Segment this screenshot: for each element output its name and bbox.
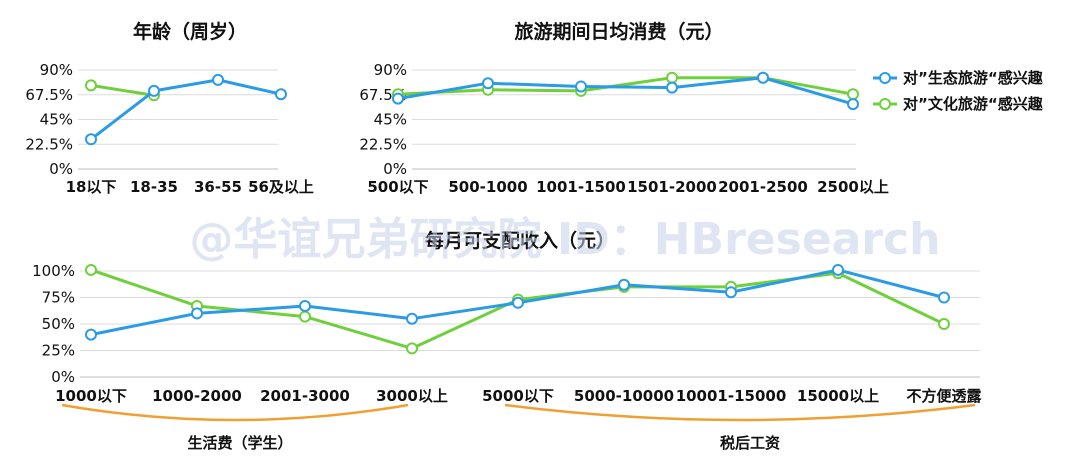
age-ytick-0: 0%	[49, 160, 73, 178]
income-xtick-1: 1000-2000	[152, 387, 242, 405]
income-xtick-2: 2001-3000	[260, 387, 350, 405]
income-series-1-point-2	[299, 310, 311, 323]
spending-series-0-point-0	[392, 92, 404, 105]
watermark: @华谊兄弟研究院 ID：HBresearch	[190, 214, 941, 265]
income-series-0-point-3	[406, 312, 418, 325]
income-ytick-2: 50%	[42, 315, 75, 333]
income-ytick-0: 0%	[51, 368, 75, 386]
income-series-0-point-1	[191, 307, 203, 320]
income-chart: 0% 25% 50% 75% 100% 1000以下 1000-2000 2001-3000 3…	[32, 262, 982, 405]
spending-xtick-0: 500以下	[367, 178, 428, 196]
age-series-0-point-3	[275, 88, 287, 101]
spending-chart: 0%22.5%45%67.5%90%500以下 500-1000 1001-1500…	[359, 61, 889, 196]
brace-label-living-expense: 生活费（学生）	[187, 434, 292, 452]
income-xtick-7: 15000以上	[797, 387, 879, 405]
legend-label-culturaltourism: 对”文化旅游“感兴趣	[903, 95, 1044, 113]
spending-ytick-1: 22.5%	[359, 135, 407, 153]
age-series-0-point-1	[148, 84, 160, 97]
spending-xtick-3: 1501-2000	[627, 178, 717, 196]
spending-chart-title: 旅游期间日均消费（元）	[514, 20, 723, 43]
income-series-0-point-4	[512, 296, 524, 309]
age-xtick-1: 18-35	[130, 178, 178, 196]
spending-ytick-2: 45%	[374, 111, 407, 129]
income-series-0-point-6	[725, 286, 737, 299]
income-series-1-point-3	[406, 342, 418, 355]
income-xtick-5: 5000-10000	[574, 387, 674, 405]
income-series-1-point-8	[938, 318, 950, 330]
age-ytick-4: 90%	[40, 61, 73, 79]
spending-ytick-4: 90%	[374, 61, 407, 79]
brace-label-after-tax-salary: 税后工资	[720, 434, 780, 452]
spending-series-0-point-3	[666, 81, 678, 94]
spending-series-line-1	[397, 76, 854, 96]
income-series-0-point-5	[618, 278, 630, 291]
age-chart: 0% 22.5% 45% 67.5% 90% 18以下 18-35 36-55 56及以上	[25, 61, 314, 196]
income-xtick-4: 5000以下	[482, 387, 554, 405]
income-series-0-point-7	[832, 263, 844, 276]
age-chart-title: 年龄（周岁）	[133, 20, 247, 43]
spending-series-0-point-4	[757, 71, 769, 84]
age-xtick-2: 36-55	[194, 178, 242, 196]
income-xtick-3: 3000以上	[376, 387, 448, 405]
age-xtick-0: 18以下	[66, 178, 117, 196]
spending-xtick-4: 2001-2500	[718, 178, 808, 196]
spending-xtick-5: 2500以上	[817, 178, 889, 196]
spending-xtick-1: 500-1000	[448, 178, 527, 196]
income-xtick-6: 10001-15000	[676, 387, 787, 405]
age-series-line-1	[90, 83, 155, 97]
brace-living-expense	[61, 403, 409, 422]
income-xtick-8: 不方便透露	[906, 387, 982, 405]
legend-marker-blue	[879, 72, 891, 84]
income-series-0-point-2	[299, 299, 311, 312]
spending-series-1-point-5	[847, 88, 859, 101]
spending-series-0-point-1	[482, 77, 494, 90]
legend-marker-green	[879, 98, 891, 110]
age-ytick-1: 22.5%	[25, 135, 73, 153]
income-ytick-4: 100%	[32, 262, 75, 280]
income-series-line-1	[90, 268, 945, 350]
spending-series-0-point-5	[847, 98, 859, 111]
income-ytick-3: 75%	[42, 289, 75, 307]
age-ytick-2: 45%	[40, 111, 73, 129]
spending-series-line-0	[397, 76, 854, 106]
age-series-0-point-0	[85, 133, 97, 146]
charts-group: 0% 22.5% 45% 67.5% 90% 18以下 18-35 36-55 56及以上 0% 2…	[25, 61, 982, 405]
brace-after-tax-salary	[504, 403, 976, 422]
income-xtick-0: 1000以下	[55, 387, 127, 405]
legend: 对”生态旅游“感兴趣 对”文化旅游“感兴趣	[873, 69, 1044, 113]
income-ytick-1: 25%	[42, 342, 75, 360]
income-series-0-point-0	[85, 328, 97, 341]
income-series-1-point-0	[85, 263, 97, 276]
spending-ytick-0: 0%	[383, 160, 407, 178]
income-chart-title: 每月可支配收入（元）	[425, 229, 615, 252]
income-series-0-point-8	[938, 291, 950, 304]
age-ytick-3: 67.5%	[25, 86, 73, 104]
spending-series-0-point-2	[575, 80, 587, 93]
legend-label-ecotourism: 对”生态旅游“感兴趣	[903, 69, 1044, 87]
age-xtick-3: 56及以上	[248, 178, 314, 196]
spending-xtick-2: 1001-1500	[536, 178, 626, 196]
age-series-line-0	[90, 78, 282, 141]
age-series-1-point-0	[85, 79, 97, 92]
age-series-0-point-2	[212, 73, 224, 86]
spending-series-1-point-3	[666, 71, 678, 84]
